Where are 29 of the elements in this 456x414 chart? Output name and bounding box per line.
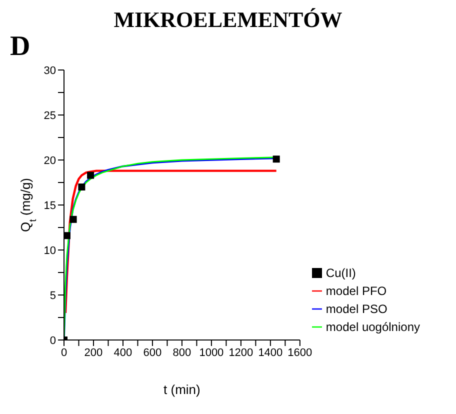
y-tick-label: 5	[50, 290, 56, 302]
y-tick-label: 25	[44, 110, 56, 122]
y-tick-label: 30	[44, 64, 56, 77]
point	[78, 184, 86, 190]
point	[64, 232, 70, 240]
line-series	[64, 170, 278, 314]
y-tick-label: 15	[44, 200, 56, 212]
legend-label: model PFO	[326, 284, 387, 298]
x-tick-label: 1200	[228, 346, 254, 359]
x-tick-label: 200	[84, 346, 103, 359]
legend-label: model uogólniony	[326, 320, 420, 334]
legend-label: model PSO	[326, 302, 388, 316]
x-tick-label: 800	[172, 346, 192, 359]
x-tick-label: 1000	[199, 346, 224, 359]
y-tick-label: 0	[50, 334, 56, 347]
x-tick-label: 0	[60, 346, 68, 359]
y-tick-label: 10	[44, 244, 56, 257]
chart-title: MIKROELEMENTÓW	[112, 7, 344, 32]
y-tick-label: 20	[44, 154, 56, 167]
x-tick-label: 400	[114, 346, 132, 359]
legend-label: Cu(II)	[326, 266, 356, 280]
x-axis-title: t (min)	[164, 382, 200, 397]
x-tick-label: 1600	[288, 346, 312, 359]
x-tick-label: 1400	[258, 346, 283, 359]
text: D	[10, 31, 32, 62]
x-tick-label: 600	[143, 346, 162, 359]
point	[272, 156, 280, 163]
point	[70, 216, 77, 223]
point	[87, 172, 94, 179]
